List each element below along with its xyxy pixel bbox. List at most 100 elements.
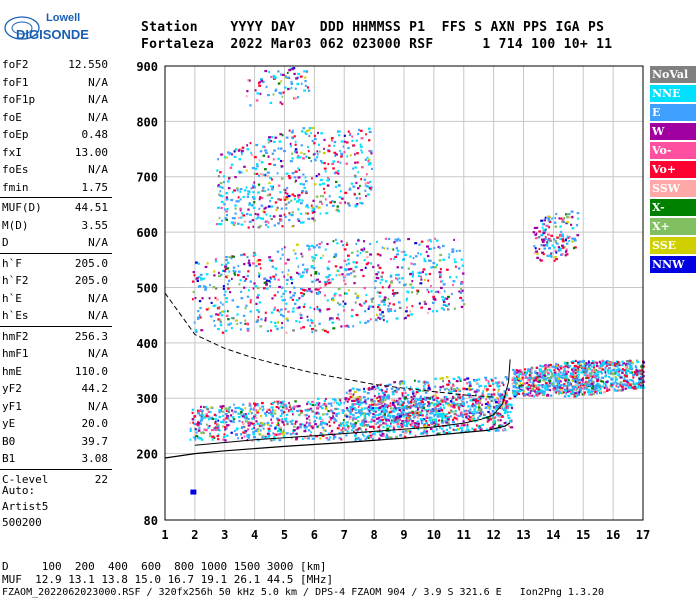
trace-point [445,304,449,307]
trace-point [379,397,382,400]
trace-point [549,253,553,256]
trace-point [362,419,366,422]
trace-point [575,381,578,385]
trace-point [486,416,490,419]
trace-point [625,379,629,382]
trace-point [549,394,553,397]
trace-point [258,406,261,409]
trace-point [506,403,509,406]
trace-point [436,413,439,417]
param-row: h`F 205.0 [0,255,112,273]
trace-point [386,308,390,311]
trace-point [605,381,609,384]
param-row: hmF2 256.3 [0,328,112,346]
trace-point [394,407,397,410]
trace-point [518,389,522,393]
trace-point [610,378,613,381]
trace-point [632,387,636,390]
trace-point [424,409,427,412]
trace-point [410,425,413,428]
trace-point [211,435,215,438]
trace-point [592,366,595,369]
trace-point [381,432,385,436]
trace-point [224,156,228,159]
trace-point [555,257,559,261]
trace-point [568,240,571,243]
trace-point [256,403,259,406]
trace-point [430,409,434,412]
trace-point [573,379,576,382]
trace-point [353,282,356,285]
trace-point [411,413,415,416]
trace-point [448,426,452,429]
trace-point [270,418,273,421]
trace-point [460,287,462,291]
trace-point [428,416,432,419]
trace-point [433,421,436,424]
trace-point [321,426,325,429]
trace-point [601,359,604,362]
trace-point [606,360,609,363]
trace-point [225,192,229,195]
trace-point [513,384,516,388]
trace-point [563,374,566,377]
trace-point [314,279,317,282]
trace-point [289,277,292,280]
trace-point [420,306,424,309]
trace-point [286,192,289,195]
trace-point [365,250,369,254]
trace-point [299,426,302,429]
trace-point [475,398,479,402]
trace-point [373,400,376,403]
trace-point [538,368,542,371]
trace-point [310,408,313,412]
trace-point [247,262,251,265]
trace-point [394,416,397,419]
trace-point [535,392,539,396]
trace-point [193,415,196,418]
trace-point [539,259,543,262]
trace-point [497,389,500,392]
trace-point [414,422,417,425]
trace-point [438,274,442,277]
trace-point [390,410,393,413]
trace-point [237,437,239,440]
trace-point [353,434,357,437]
trace-point [421,403,425,407]
trace-point [529,376,533,379]
trace-point [625,367,628,371]
trace-point [303,426,306,429]
trace-point [443,290,446,293]
trace-point [613,362,616,365]
trace-point [291,298,294,301]
trace-point [362,396,366,399]
trace-point [421,414,424,417]
trace-point [480,428,483,431]
trace-point [343,401,346,405]
trace-point [579,388,582,391]
trace-point [251,417,254,420]
trace-point [434,406,437,409]
trace-point [595,387,598,390]
trace-point [202,285,206,288]
trace-point [636,386,640,389]
trace-point [248,404,252,407]
trace-point [352,416,355,419]
trace-point [455,265,457,268]
trace-point [350,315,354,318]
trace-point [600,385,603,388]
trace-point [261,217,264,220]
trace-point [277,147,280,150]
trace-point [614,371,618,374]
trace-point [369,406,373,409]
trace-point [433,413,437,416]
trace-point [382,406,385,409]
trace-point [517,379,520,382]
trace-point [223,310,226,313]
trace-point [326,280,329,283]
trace-point [372,265,375,269]
trace-point [506,414,510,417]
trace-point [227,416,230,420]
trace-point [438,414,442,417]
trace-point [337,287,341,291]
